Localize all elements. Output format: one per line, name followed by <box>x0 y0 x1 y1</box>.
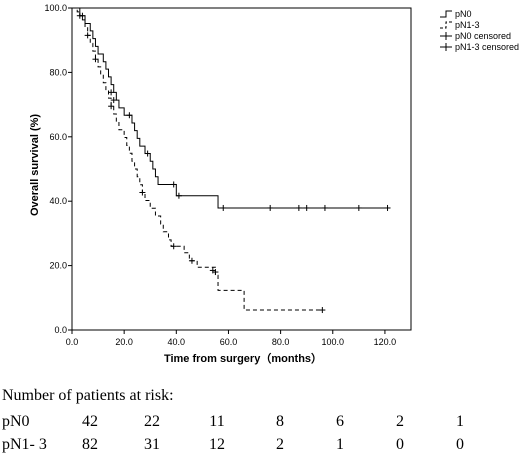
y-tick-label: 0.0 <box>54 325 67 335</box>
risk-cell: 2 <box>276 436 284 453</box>
legend-label: pN1-3 censored <box>455 42 519 52</box>
risk-cell: 0 <box>396 436 404 453</box>
risk-cell: 42 <box>82 413 98 430</box>
risk-cell: 6 <box>336 413 344 430</box>
legend-swatch-pn1-3 <box>440 21 452 29</box>
x-tick-label: 60.0 <box>220 337 238 347</box>
y-tick-label: 20.0 <box>49 261 67 271</box>
x-tick-label: 0.0 <box>66 337 79 347</box>
risk-row-label: pN1- 3 <box>2 436 47 453</box>
risk-table-title: Number of patients at risk: <box>2 387 174 404</box>
risk-row-label: pN0 <box>2 413 30 430</box>
y-tick-label: 80.0 <box>49 67 67 77</box>
legend-label: pN1-3 <box>455 20 480 30</box>
legend-swatch-pn0 <box>440 10 452 18</box>
survival-chart: 0.0 20.0 40.0 60.0 80.0 100.0 120.0 0.0 20.0 40.0… <box>29 3 519 365</box>
legend-label: pN0 <box>455 9 472 19</box>
y-axis-title: Overall survival (%) <box>29 114 41 216</box>
x-tick-label: 80.0 <box>272 337 290 347</box>
risk-cell: 1 <box>336 436 344 453</box>
y-tick-label: 60.0 <box>49 132 67 142</box>
x-axis-title: Time from surgery（months） <box>164 352 322 365</box>
y-tick-label: 40.0 <box>49 196 67 206</box>
risk-row: pN0 42 22 11 8 6 2 1 <box>0 413 529 435</box>
series-line-pn0 <box>72 7 391 209</box>
x-tick-label: 20.0 <box>115 337 133 347</box>
risk-cell: 8 <box>276 413 284 430</box>
risk-cell: 82 <box>82 436 98 453</box>
risk-cell: 12 <box>209 436 225 453</box>
x-tick-label: 40.0 <box>168 337 186 347</box>
risk-cell: 31 <box>144 436 160 453</box>
legend-label: pN0 censored <box>455 31 511 41</box>
risk-cell: 2 <box>396 413 404 430</box>
y-tick-label: 100.0 <box>44 3 67 13</box>
plot-area <box>71 7 412 331</box>
x-tick-label: 120.0 <box>374 337 397 347</box>
risk-cell: 1 <box>456 413 464 430</box>
risk-cell: 22 <box>144 413 160 430</box>
x-tick-label: 100.0 <box>322 337 345 347</box>
risk-cell: 0 <box>456 436 464 453</box>
risk-row: pN1- 3 82 31 12 2 1 0 0 <box>0 436 529 458</box>
risk-cell: 11 <box>209 413 225 430</box>
